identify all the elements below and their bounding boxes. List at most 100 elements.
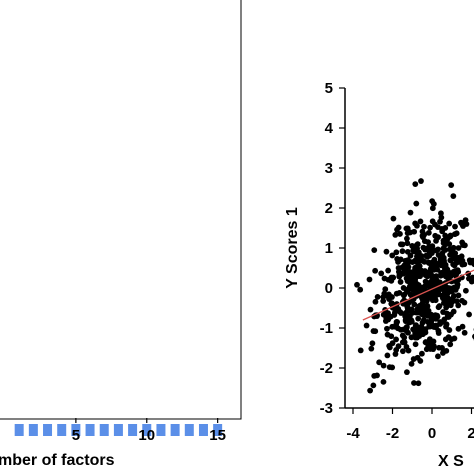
scatter-point [396,273,403,280]
bar-series [14,424,223,436]
scatter-point [466,311,472,318]
scatter-x-tick-0: 0 [428,425,436,442]
scatter-point [382,286,389,293]
scatter-point [372,267,379,274]
scatter-point [399,332,406,339]
scatter-point [417,358,424,364]
bar-1 [14,424,24,436]
scatter-point [412,181,419,187]
scatter-point [440,254,447,261]
scatter-point [452,223,458,230]
scatter-point [368,345,375,352]
scatter-point [386,364,393,371]
scatter-point [453,298,460,305]
scatter-y-tick-1: 1 [325,240,333,257]
scatter-point [403,369,410,376]
scatter-point [385,293,392,300]
scatter-point [372,298,379,305]
scatter-point [390,215,397,222]
scatter-point [413,200,420,207]
scatter-point [357,286,364,293]
scatter-point [411,380,417,386]
scatter-point [408,318,415,325]
scatter-point [427,270,434,277]
scatter-point [442,225,449,231]
scatter-point [418,269,425,276]
scatter-point [418,178,424,184]
scatter-point [462,287,469,294]
scatter-point [403,324,410,330]
scatter-point [421,238,428,245]
scatter-point [392,231,399,238]
scatter-point [380,378,387,385]
scatter-point [455,245,462,251]
scatter-x-ticks: -4 -2 0 2 [346,408,474,442]
scatter-point [420,284,427,291]
scatter-point [371,372,378,379]
scatter-point [422,329,429,336]
scatter-point [461,299,468,306]
scatter-point [443,321,450,328]
scatter-point [415,324,421,331]
scatter-point [435,234,441,241]
scatter-point [418,257,425,264]
bar-15 [213,424,223,436]
scatter-point [415,315,422,322]
scatter-point [424,340,431,347]
scatter-point [407,209,414,216]
scatter-point [416,330,423,337]
scatter-point [386,343,393,349]
bar-x-tick-10: 10 [138,427,155,444]
scatter-x-tick--4: -4 [346,425,360,442]
bar-chart-x-axis-title: mber of factors [0,452,115,469]
scatter-point [404,235,410,242]
bar-14 [198,424,208,436]
scatter-point [431,256,438,263]
scatter-point [427,346,434,352]
scatter-point [397,256,404,263]
scatter-point [454,281,461,288]
scatter-point [432,276,439,283]
bar-chart-x-axis: 5 10 15 [72,418,226,444]
scatter-point [414,259,420,266]
scatter-point [418,350,425,357]
scatter-point [363,322,370,329]
scatter-point [435,224,441,231]
scatter-point [454,267,461,274]
scatter-point [389,323,396,330]
scatter-point [393,290,400,297]
scatter-point [461,329,468,336]
scatter-point [371,247,378,254]
scatter-y-tick--3: -3 [320,400,333,417]
scatter-point [374,294,381,300]
scatter-point [420,298,427,305]
bar-8 [113,424,123,436]
bar-13 [184,424,194,436]
scatter-point [440,309,446,315]
scatter-point [424,253,431,260]
scatter-point [427,323,434,330]
scatter-point [454,259,461,265]
scatter-points [354,178,474,394]
regression-line [362,269,474,321]
scatter-point [421,311,427,318]
scatter-point [471,261,474,268]
bar-x-tick-5: 5 [72,427,80,444]
scatter-point [428,314,434,320]
scatter-point [459,257,466,264]
scatter-point [436,303,443,309]
scatter-x-tick-2: 2 [467,425,474,442]
scatter-point [354,281,360,288]
bar-2 [28,424,38,436]
bar-x-tick-15: 15 [209,427,226,444]
scatter-y-tick-2: 2 [325,200,333,217]
scatter-point [415,380,422,387]
scatter-point [393,249,400,256]
scatter-point [367,306,374,313]
scatter-point [429,198,436,205]
scatter-point [405,329,411,336]
scatter-point [446,327,453,333]
scatter-point [462,217,469,223]
scatter-point [437,218,443,225]
scatter-point [446,220,453,227]
